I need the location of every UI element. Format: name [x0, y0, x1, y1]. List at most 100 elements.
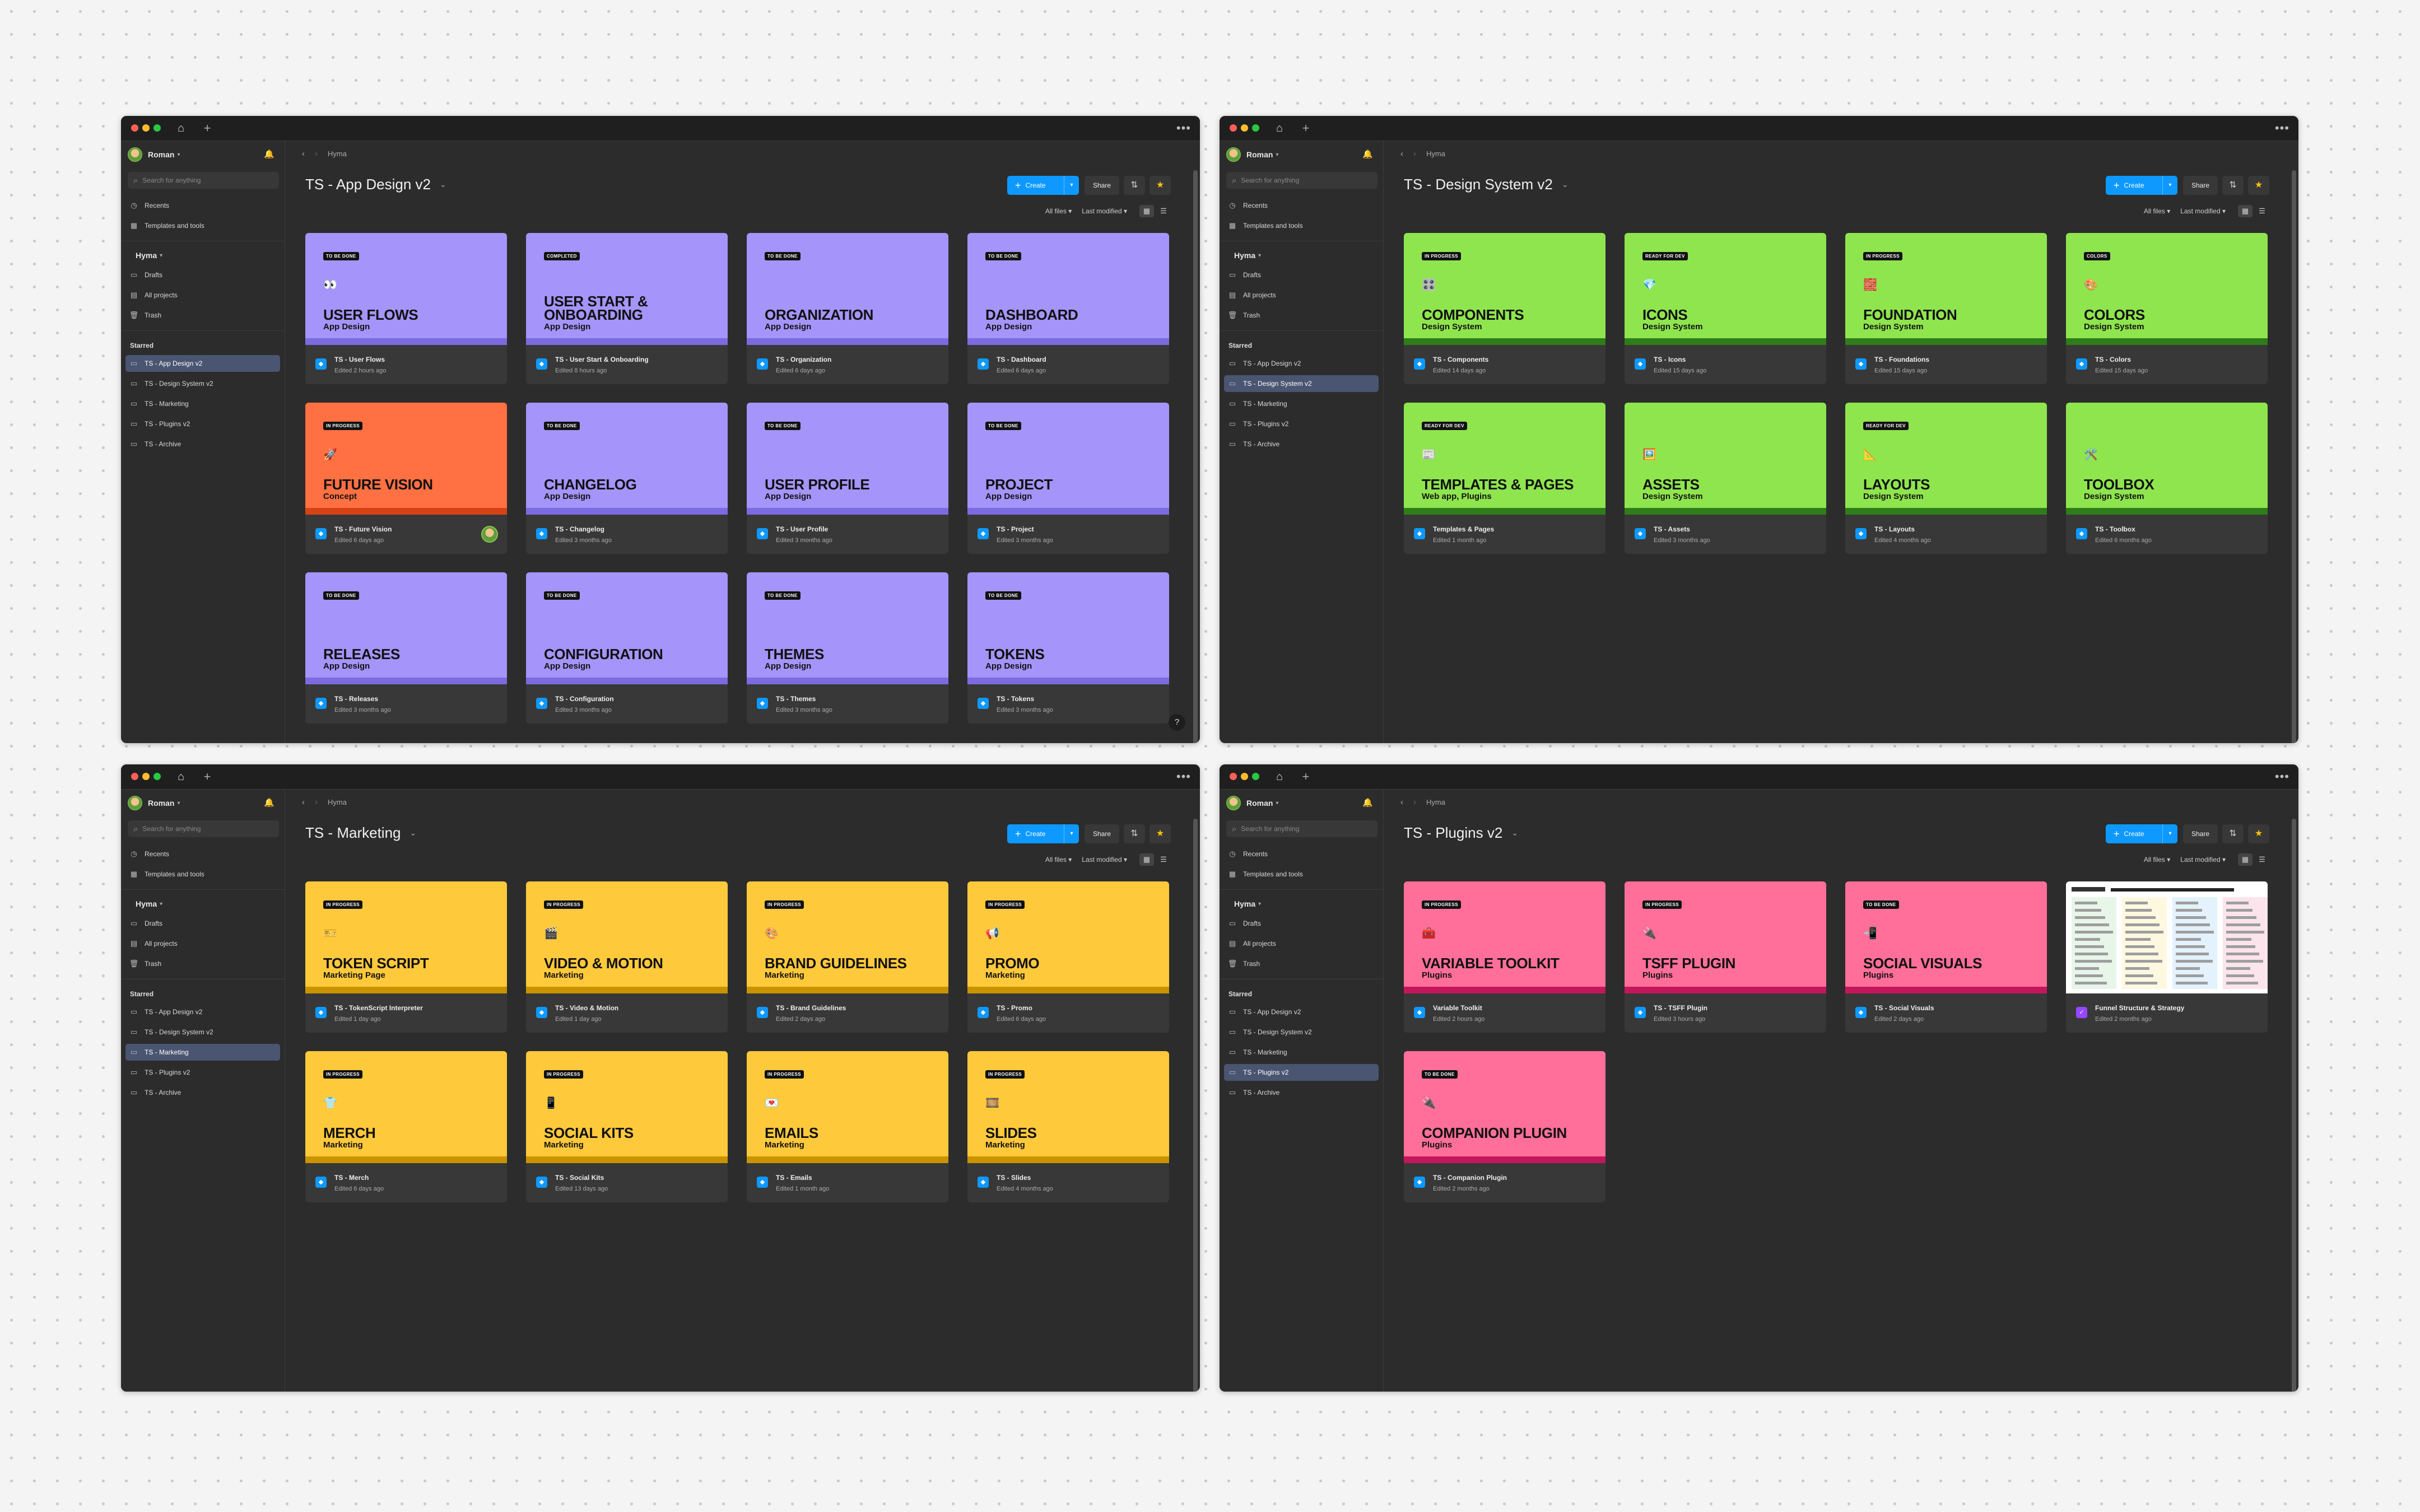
scrollbar[interactable]: [2292, 819, 2296, 1392]
create-dropdown-chevron-icon[interactable]: ▾: [1064, 824, 1079, 843]
new-tab-icon[interactable]: +: [1302, 769, 1310, 783]
file-card[interactable]: TO BE DONE TOKENS App Design ◆ TS - Tokens Ed…: [967, 572, 1169, 724]
minimize-window-button[interactable]: [142, 773, 150, 780]
scrollbar[interactable]: [1193, 819, 1198, 1392]
minimize-window-button[interactable]: [142, 124, 150, 132]
home-tab-icon[interactable]: ⌂: [1276, 122, 1283, 134]
close-window-button[interactable]: [131, 124, 138, 132]
list-view-icon[interactable]: ☰: [2259, 207, 2265, 215]
search-input[interactable]: [141, 176, 256, 185]
sidebar-item-drafts[interactable]: ▭ Drafts: [1224, 915, 1379, 932]
new-tab-icon[interactable]: +: [203, 121, 211, 135]
file-card[interactable]: READY FOR DEV 📰 TEMPLATES & PAGES Web app, …: [1404, 403, 1605, 554]
help-button[interactable]: ?: [1169, 714, 1185, 731]
notifications-bell-icon[interactable]: 🔔: [264, 798, 274, 808]
sidebar-item-starred-project[interactable]: ▭ TS - Plugins v2: [1224, 1064, 1379, 1081]
sidebar-item-starred-project[interactable]: ▭ TS - Marketing: [1224, 395, 1379, 412]
project-title-menu[interactable]: TS - Marketing ⌄: [305, 824, 416, 842]
home-tab-icon[interactable]: ⌂: [177, 122, 185, 134]
sidebar-item-templates[interactable]: ▦ Templates and tools: [125, 866, 280, 883]
file-card[interactable]: IN PROGRESS 🎨 BRAND GUIDELINES Marketing ◆ TS…: [747, 881, 948, 1033]
sidebar-item-starred-project[interactable]: ▭ TS - Plugins v2: [125, 1064, 280, 1081]
star-project-button[interactable]: ★: [1150, 824, 1171, 843]
create-button[interactable]: + Create ▾: [2106, 824, 2177, 843]
file-card[interactable]: IN PROGRESS 🔌 TSFF PLUGIN Plugins ◆ TS - TSFF…: [1625, 881, 1826, 1033]
file-card[interactable]: TO BE DONE 🔌 COMPANION PLUGIN Plugins ◆ TS - …: [1404, 1051, 1605, 1202]
notifications-bell-icon[interactable]: 🔔: [264, 150, 274, 159]
search-box[interactable]: ⌕: [128, 172, 279, 189]
star-project-button[interactable]: ★: [2248, 176, 2269, 195]
file-card[interactable]: IN PROGRESS 💌 EMAILS Marketing ◆ TS - Emails E…: [747, 1051, 948, 1202]
zoom-window-button[interactable]: [153, 773, 161, 780]
project-title-menu[interactable]: TS - Design System v2 ⌄: [1404, 176, 1569, 193]
sidebar-item-starred-project[interactable]: ▭ TS - Marketing: [125, 395, 280, 412]
file-card[interactable]: IN PROGRESS 🧰 VARIABLE TOOLKIT Plugins ◆ Vari…: [1404, 881, 1605, 1033]
grid-view-icon[interactable]: ▦: [1139, 205, 1154, 217]
sidebar-item-all-projects[interactable]: ▤ All projects: [125, 935, 280, 952]
account-switcher[interactable]: Roman ▾: [128, 147, 180, 162]
file-card[interactable]: ✓ Funnel Structure & Strategy Edited 2 mon…: [2066, 881, 2268, 1033]
file-card[interactable]: IN PROGRESS 🚀 FUTURE VISION Concept ◆ TS - Fu…: [305, 403, 507, 554]
breadcrumb-team[interactable]: Hyma: [328, 798, 347, 806]
file-card[interactable]: TO BE DONE RELEASES App Design ◆ TS - Releas…: [305, 572, 507, 724]
star-project-button[interactable]: ★: [1150, 176, 1171, 195]
sidebar-item-starred-project[interactable]: ▭ TS - Marketing: [1224, 1044, 1379, 1061]
new-tab-icon[interactable]: +: [203, 769, 211, 783]
forward-arrow-icon[interactable]: ›: [1413, 149, 1416, 158]
share-button[interactable]: Share: [1085, 176, 1119, 195]
close-window-button[interactable]: [131, 773, 138, 780]
file-card[interactable]: 🖼️ ASSETS Design System ◆ TS - Assets Edited …: [1625, 403, 1826, 554]
grid-view-icon[interactable]: ▦: [1139, 853, 1154, 866]
search-box[interactable]: ⌕: [1226, 172, 1377, 189]
team-switcher[interactable]: Hyma ▾: [128, 248, 162, 263]
sidebar-item-templates[interactable]: ▦ Templates and tools: [1224, 217, 1379, 234]
breadcrumb-team[interactable]: Hyma: [328, 150, 347, 158]
breadcrumb-team[interactable]: Hyma: [1426, 150, 1445, 158]
sidebar-item-drafts[interactable]: ▭ Drafts: [125, 915, 280, 932]
file-type-filter[interactable]: All files ▾: [1045, 207, 1072, 215]
share-button[interactable]: Share: [1085, 824, 1119, 843]
file-card[interactable]: TO BE DONE ORGANIZATION App Design ◆ TS - Or…: [747, 233, 948, 384]
file-card[interactable]: READY FOR DEV 📐 LAYOUTS Design System ◆ TS - …: [1845, 403, 2047, 554]
sidebar-item-recents[interactable]: ◷ Recents: [125, 846, 280, 862]
sidebar-item-trash[interactable]: 🗑 Trash: [1224, 307, 1379, 324]
minimize-window-button[interactable]: [1241, 124, 1248, 132]
sidebar-item-starred-project[interactable]: ▭ TS - Plugins v2: [1224, 416, 1379, 432]
team-switcher[interactable]: Hyma ▾: [1226, 248, 1261, 263]
file-card[interactable]: TO BE DONE THEMES App Design ◆ TS - Themes Ed…: [747, 572, 948, 724]
sidebar-item-trash[interactable]: 🗑 Trash: [125, 307, 280, 324]
project-settings-button[interactable]: ⇅: [1124, 824, 1145, 843]
file-card[interactable]: IN PROGRESS 🎞️ SLIDES Marketing ◆ TS - Slides…: [967, 1051, 1169, 1202]
create-button[interactable]: + Create ▾: [1007, 824, 1079, 843]
search-box[interactable]: ⌕: [128, 820, 279, 837]
file-card[interactable]: TO BE DONE PROJECT App Design ◆ TS - Project…: [967, 403, 1169, 554]
forward-arrow-icon[interactable]: ›: [1413, 797, 1416, 807]
sidebar-item-templates[interactable]: ▦ Templates and tools: [1224, 866, 1379, 883]
create-dropdown-chevron-icon[interactable]: ▾: [2162, 824, 2177, 843]
sidebar-item-starred-project[interactable]: ▭ TS - Archive: [1224, 1084, 1379, 1101]
list-view-icon[interactable]: ☰: [2259, 855, 2265, 864]
sidebar-item-recents[interactable]: ◷ Recents: [125, 197, 280, 214]
grid-view-icon[interactable]: ▦: [2238, 853, 2253, 866]
sort-filter[interactable]: Last modified ▾: [2180, 207, 2226, 215]
search-input[interactable]: [141, 824, 256, 833]
sidebar-item-recents[interactable]: ◷ Recents: [1224, 846, 1379, 862]
sidebar-item-starred-project[interactable]: ▭ TS - Archive: [125, 436, 280, 452]
sidebar-item-starred-project[interactable]: ▭ TS - App Design v2: [1224, 1004, 1379, 1020]
sidebar-item-starred-project[interactable]: ▭ TS - Design System v2: [1224, 375, 1379, 392]
close-window-button[interactable]: [1230, 773, 1237, 780]
back-arrow-icon[interactable]: ‹: [1400, 149, 1403, 158]
file-card[interactable]: IN PROGRESS 🎫 TOKEN SCRIPT Marketing Page ◆ T…: [305, 881, 507, 1033]
search-input[interactable]: [1240, 176, 1355, 185]
back-arrow-icon[interactable]: ‹: [302, 149, 305, 158]
sidebar-item-trash[interactable]: 🗑 Trash: [1224, 955, 1379, 972]
home-tab-icon[interactable]: ⌂: [1276, 771, 1283, 783]
more-options-icon[interactable]: •••: [1176, 121, 1191, 135]
grid-view-icon[interactable]: ▦: [2238, 205, 2253, 217]
scrollbar[interactable]: [1193, 170, 1198, 743]
account-switcher[interactable]: Roman ▾: [128, 795, 180, 811]
sidebar-item-starred-project[interactable]: ▭ TS - Archive: [125, 1084, 280, 1101]
new-tab-icon[interactable]: +: [1302, 121, 1310, 135]
team-switcher[interactable]: Hyma ▾: [128, 896, 162, 912]
create-button[interactable]: + Create ▾: [1007, 176, 1079, 195]
